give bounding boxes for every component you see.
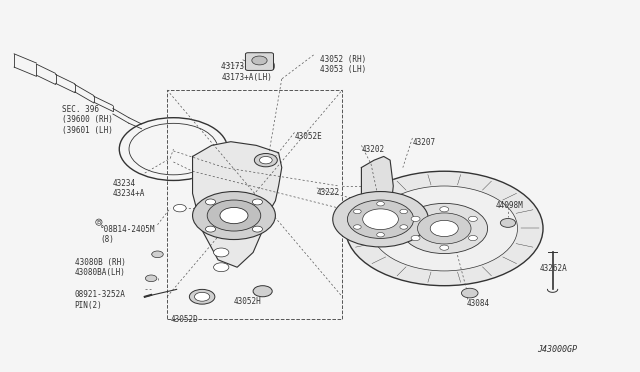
- Circle shape: [440, 245, 449, 250]
- Circle shape: [214, 248, 229, 257]
- Circle shape: [205, 199, 216, 205]
- Circle shape: [411, 216, 420, 221]
- Circle shape: [252, 226, 262, 232]
- Circle shape: [468, 216, 477, 221]
- Text: 43084: 43084: [467, 299, 490, 308]
- Circle shape: [500, 218, 516, 227]
- Polygon shape: [193, 142, 282, 267]
- Circle shape: [195, 292, 210, 301]
- Text: 08921-3252A
PIN(2): 08921-3252A PIN(2): [75, 290, 125, 310]
- Circle shape: [363, 209, 398, 230]
- Polygon shape: [362, 157, 394, 245]
- Text: 43052E: 43052E: [294, 132, 323, 141]
- Text: B: B: [97, 220, 101, 225]
- Circle shape: [417, 213, 471, 244]
- Circle shape: [193, 192, 275, 240]
- Text: 43052D: 43052D: [170, 315, 198, 324]
- Bar: [167, 90, 342, 319]
- Circle shape: [252, 199, 262, 205]
- Circle shape: [461, 288, 478, 298]
- Circle shape: [259, 157, 272, 164]
- Circle shape: [440, 207, 449, 212]
- Circle shape: [346, 171, 543, 286]
- Text: 43173   (RH)
43173+A(LH): 43173 (RH) 43173+A(LH): [221, 62, 276, 82]
- Circle shape: [430, 220, 458, 237]
- Circle shape: [189, 289, 215, 304]
- Circle shape: [400, 209, 408, 214]
- Circle shape: [348, 200, 413, 238]
- Text: 43262A: 43262A: [540, 263, 568, 273]
- Circle shape: [377, 232, 385, 237]
- Text: SEC. 396
(39600 (RH)
(39601 (LH): SEC. 396 (39600 (RH) (39601 (LH): [62, 105, 113, 135]
- Text: 43234
43234+A: 43234 43234+A: [113, 179, 145, 198]
- Text: 43222: 43222: [317, 188, 340, 197]
- FancyBboxPatch shape: [246, 53, 273, 70]
- Circle shape: [254, 154, 277, 167]
- Circle shape: [353, 225, 361, 229]
- Circle shape: [411, 235, 420, 241]
- Circle shape: [152, 251, 163, 258]
- Circle shape: [173, 205, 186, 212]
- Text: 43202: 43202: [362, 145, 385, 154]
- Circle shape: [145, 275, 157, 282]
- Circle shape: [468, 235, 477, 241]
- Circle shape: [400, 225, 408, 229]
- Text: 43207: 43207: [412, 138, 436, 147]
- Circle shape: [377, 202, 385, 206]
- Circle shape: [205, 226, 216, 232]
- Circle shape: [353, 209, 361, 214]
- Circle shape: [253, 286, 272, 297]
- Text: 43052 (RH)
43053 (LH): 43052 (RH) 43053 (LH): [320, 55, 366, 74]
- Text: 43052H: 43052H: [234, 297, 262, 306]
- Circle shape: [214, 263, 229, 272]
- Circle shape: [401, 203, 488, 254]
- Circle shape: [333, 192, 428, 247]
- Circle shape: [207, 200, 260, 231]
- Circle shape: [371, 186, 518, 271]
- Text: °08B14-2405M
(8): °08B14-2405M (8): [100, 225, 156, 244]
- Text: J43000GP: J43000GP: [537, 345, 577, 354]
- Text: 43080B (RH)
43080BA(LH): 43080B (RH) 43080BA(LH): [75, 258, 125, 278]
- Circle shape: [220, 208, 248, 224]
- Text: 44098M: 44098M: [495, 201, 523, 210]
- Circle shape: [252, 56, 267, 65]
